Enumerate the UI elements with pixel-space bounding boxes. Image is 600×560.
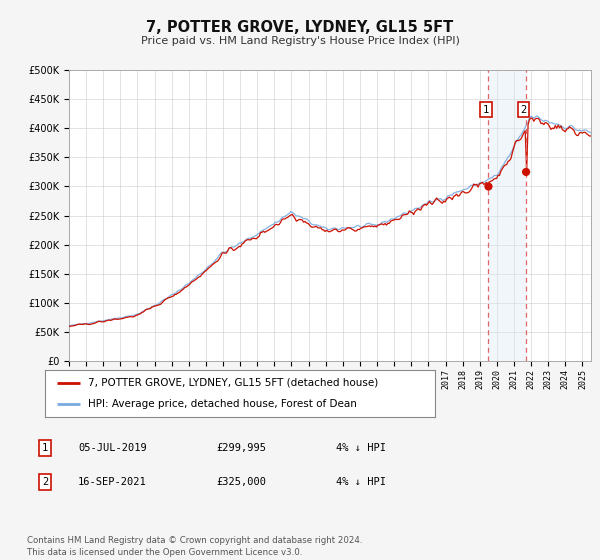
Text: 1: 1 (42, 443, 48, 453)
Text: 2: 2 (520, 105, 527, 115)
Text: HPI: Average price, detached house, Forest of Dean: HPI: Average price, detached house, Fore… (88, 399, 357, 409)
Text: £325,000: £325,000 (216, 477, 266, 487)
Text: 1: 1 (483, 105, 489, 115)
Point (521, 167, 531, 176)
Point (484, 182, 493, 191)
Text: £299,995: £299,995 (216, 443, 266, 453)
Bar (488, 70, 526, 361)
Text: Price paid vs. HM Land Registry's House Price Index (HPI): Price paid vs. HM Land Registry's House … (140, 36, 460, 46)
Text: 7, POTTER GROVE, LYDNEY, GL15 5FT: 7, POTTER GROVE, LYDNEY, GL15 5FT (146, 20, 454, 35)
Text: 7, POTTER GROVE, LYDNEY, GL15 5FT (detached house): 7, POTTER GROVE, LYDNEY, GL15 5FT (detac… (88, 378, 378, 388)
Text: 05-JUL-2019: 05-JUL-2019 (78, 443, 147, 453)
Text: 4% ↓ HPI: 4% ↓ HPI (336, 477, 386, 487)
Text: 16-SEP-2021: 16-SEP-2021 (78, 477, 147, 487)
Text: 2: 2 (42, 477, 48, 487)
Text: Contains HM Land Registry data © Crown copyright and database right 2024.
This d: Contains HM Land Registry data © Crown c… (27, 536, 362, 557)
Text: 4% ↓ HPI: 4% ↓ HPI (336, 443, 386, 453)
